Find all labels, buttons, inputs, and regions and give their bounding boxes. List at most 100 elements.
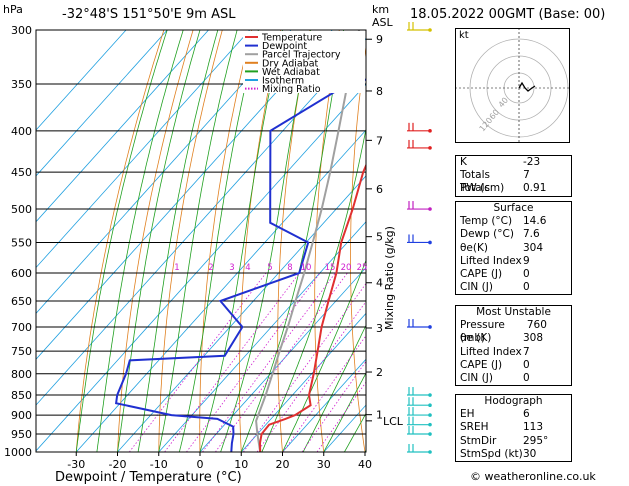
isotherm-line (36, 30, 168, 177)
dewpoint-line (114, 78, 366, 452)
panel-key: CAPE (J) (460, 267, 503, 280)
isotherm-line (36, 30, 209, 223)
hodograph-unit: kt (459, 30, 469, 41)
dry-adiabat-line (419, 30, 448, 452)
panel-value: 295° (523, 434, 549, 447)
indices-panel: K -23 Totals Totals 7 PW (cm) 0.91 (455, 155, 572, 197)
height-km-label: 4 (376, 277, 383, 290)
pressure-tick-label: 350 (11, 78, 32, 91)
isotherm-line (36, 30, 127, 131)
legend-label: Dry Adiabat (262, 58, 319, 69)
hodograph-trace (518, 81, 536, 92)
panel-value: 9 (523, 254, 530, 267)
temp-tick-label: 10 (234, 458, 248, 471)
mixing-ratio-label: 20 (341, 263, 352, 273)
panel-key: Pressure (mb) (460, 319, 505, 345)
plot-frame (35, 29, 367, 453)
isotherm-line (199, 266, 366, 452)
wet-adiabat-line (302, 324, 366, 452)
pressure-tick-label: 650 (11, 295, 32, 308)
wind-barb-dot (428, 432, 432, 436)
height-km-label: 9 (376, 33, 383, 46)
panel-title: Most Unstable (476, 306, 551, 318)
most-unstable-panel: Most Unstable Pressure (mb) 760 θe (K) 308 Li… (455, 305, 572, 387)
panel-value: 0 (523, 371, 530, 384)
panel-value: 760 (526, 319, 547, 332)
wind-barb-dot (428, 403, 432, 407)
panel-value: 304 (523, 241, 544, 254)
mixing-ratio-label: 8 (287, 263, 292, 273)
isotherm-line (36, 83, 366, 452)
temp-tick-label: -30 (67, 458, 85, 471)
mixing-ratio-line (186, 272, 321, 452)
panel-key: SREH (460, 421, 489, 434)
panel-value: 0 (523, 281, 530, 294)
pressure-tick-label: 600 (11, 267, 32, 280)
legend-label: Parcel Trajectory (262, 50, 341, 61)
pressure-tick-label: 550 (11, 236, 32, 249)
panel-row: Temp (°C) 14.6 (456, 215, 571, 228)
mixing-ratio-axis-label: Mixing Ratio (g/kg) (383, 226, 396, 330)
panel-key: Totals Totals (460, 169, 490, 195)
panel-row: Pressure (mb) 760 (456, 319, 571, 345)
panel-value: 308 (523, 332, 544, 345)
panel-row: K -23 (456, 156, 571, 169)
temp-tick-label: 30 (317, 458, 331, 471)
panel-value: 6 (523, 408, 530, 421)
wind-barb-dot (428, 450, 432, 454)
panel-value: 14.6 (523, 215, 547, 228)
panel-title: Hodograph (484, 395, 543, 407)
pressure-tick-label: 500 (11, 203, 32, 216)
height-km-label: 1 (376, 409, 383, 422)
dry-adiabat-line (602, 30, 629, 452)
km-label: km (372, 3, 390, 16)
mixing-ratio-label: 5 (267, 263, 272, 273)
temp-tick-label: 40 (358, 458, 372, 471)
panel-key: Lifted Index (460, 345, 522, 358)
panel-row: Lifted Index 9 (456, 255, 571, 268)
panel-row: θe(K) 304 (456, 242, 571, 255)
isotherm-line (240, 312, 366, 452)
height-km-label: 7 (376, 134, 383, 147)
panel-key: Lifted Index (460, 254, 522, 267)
mixing-ratio-line (215, 272, 348, 452)
wind-barb-dot (428, 207, 432, 211)
panel-row: CAPE (J) 0 (456, 268, 571, 281)
mixing-ratio-label: 3 (229, 263, 234, 273)
panel-value: 0 (523, 267, 530, 280)
datetime-title: 18.05.2022 00GMT (Base: 00) (410, 7, 606, 22)
hodograph-params-panel: Hodograph EH 6 SREH 113 StmDir 295° StmSpd (kt)… (455, 394, 572, 462)
isotherm-line (36, 30, 292, 314)
isotherm-line (282, 358, 366, 452)
panel-row: CAPE (J) 0 (456, 359, 571, 372)
isotherm-line (158, 221, 366, 452)
panel-value: 30 (523, 447, 537, 460)
mixing-ratio-label: 4 (245, 263, 250, 273)
isotherm-line (36, 30, 251, 269)
wind-barb-dot (428, 325, 432, 329)
height-km-label: 5 (376, 231, 383, 244)
temp-tick-label: 0 (197, 458, 204, 471)
panel-row: Totals Totals 7 (456, 169, 571, 195)
temperature-line (258, 163, 366, 452)
station-title: -32°48'S 151°50'E 9m ASL (62, 7, 236, 22)
surface-panel: Surface Temp (°C) 14.6 Dewp (°C) 7.6 θe(K) 304… (455, 201, 572, 296)
panel-value: 0 (523, 358, 530, 371)
wind-barb-dot (428, 129, 432, 133)
height-km-label: 3 (376, 322, 383, 335)
mixing-ratio-label: 15 (325, 263, 336, 273)
panel-row: Dewp (°C) 7.6 (456, 228, 571, 241)
panel-row: EH 6 (456, 408, 571, 421)
mixing-ratio-line (128, 272, 267, 452)
mixing-ratio-line (243, 282, 366, 452)
legend-label: Wet Adiabat (262, 67, 320, 78)
panel-key: θe(K) (460, 241, 488, 254)
panel-key: CAPE (J) (460, 358, 503, 371)
panel-title: Surface (493, 202, 534, 214)
mixing-ratio-label: 25 (357, 263, 368, 273)
hodograph-frame (455, 28, 570, 143)
legend-label: Dewpoint (262, 41, 307, 52)
pressure-tick-label: 850 (11, 389, 32, 402)
